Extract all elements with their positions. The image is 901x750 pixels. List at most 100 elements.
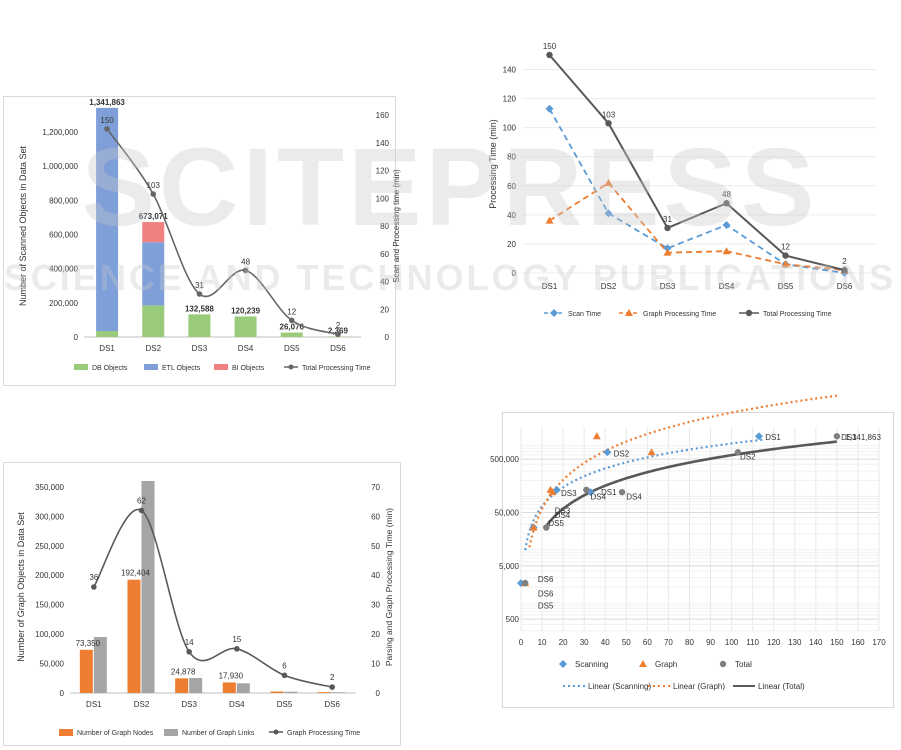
total-label: 12 (781, 243, 790, 252)
x-tick-label: 20 (559, 638, 568, 647)
bar-bi-objects (142, 222, 165, 243)
y-axis-title: Number of Scanned Objects in Data Set (18, 145, 28, 306)
y-tick-label: 5,000 (499, 562, 520, 571)
y-tick-label: 0 (60, 689, 65, 698)
line-point (722, 221, 731, 230)
y-axis-title: Processing Time (min) (488, 119, 498, 209)
line-point (664, 224, 671, 232)
legend-label: Total (735, 660, 752, 669)
y-tick-label: 200,000 (35, 571, 64, 580)
x-tick-label: 30 (580, 638, 589, 647)
y2-tick-label: 140 (376, 139, 390, 148)
point-label: DS6 (538, 575, 554, 584)
line-point (545, 216, 554, 224)
y2-tick-label: 20 (380, 305, 389, 314)
scatter-point-total (734, 449, 742, 456)
line-label: 62 (137, 496, 146, 505)
scatter-point-total (522, 579, 529, 587)
line-total-processing-time (106, 128, 339, 335)
y-tick-label: 20 (507, 240, 516, 249)
y2-tick-label: 0 (385, 333, 390, 342)
y2-tick-label: 30 (371, 601, 380, 610)
line-point (663, 248, 672, 256)
legend-swatch-marker (625, 309, 633, 316)
legend-swatch-marker (559, 660, 567, 668)
bar-total-label: 132,588 (185, 304, 214, 313)
trendline-1 (528, 394, 838, 548)
line-label: 14 (185, 638, 194, 647)
bar-number-of-graph-nodes (270, 691, 284, 693)
line-point (605, 120, 612, 127)
line-label: 36 (89, 573, 98, 582)
scatter-point-graph (548, 488, 557, 496)
scatter-point-scanning (603, 448, 612, 457)
line-graph-processing-time (549, 181, 845, 271)
y-tick-label: 50,000 (40, 660, 65, 669)
bar-total-label: 2,369 (328, 327, 349, 336)
y2-tick-label: 120 (376, 167, 390, 176)
legend-label: Scan Time (568, 311, 601, 318)
point-label: DS2 (614, 449, 630, 458)
bar-number-of-graph-links (332, 692, 346, 693)
y-tick-label: 50,000 (495, 508, 520, 517)
x-tick-label: 80 (685, 638, 694, 647)
scatter-point-total (618, 488, 626, 496)
x-tick-label: 0 (519, 638, 524, 647)
point-label: DS3 (561, 489, 577, 498)
y-tick-label: 250,000 (35, 542, 64, 551)
scatter-point-scanning (552, 485, 561, 494)
legend-swatch-marker (639, 660, 647, 667)
scatter-point-graph (647, 448, 656, 456)
chart-log-scatter: 0 10 20 30 40 50 60 70 80 90 100 110 120 130 140 150 160… (490, 394, 894, 708)
line-point (663, 244, 672, 253)
y2-tick-label: 10 (371, 660, 380, 669)
x-tick-label: 10 (538, 638, 547, 647)
point-label: DS1 (841, 433, 857, 442)
line-point (104, 126, 110, 132)
y-tick-label: 600,000 (49, 231, 78, 240)
bar-number-of-graph-links (236, 683, 250, 693)
scatter-point-scanning (754, 432, 763, 441)
chart-processing-time: 0 20 40 60 80 100 120 140 Processing Time (min) D… (483, 40, 895, 332)
x-tick-label: DS2 (601, 282, 617, 291)
legend-label: Number of Graph Nodes (77, 730, 154, 737)
x-tick-label: DS4 (229, 700, 245, 709)
legend-label: Graph Processing Time (643, 311, 716, 318)
line-point (242, 267, 249, 274)
point-label: DS4 (626, 492, 642, 501)
y2-tick-label: 80 (380, 222, 389, 231)
scatter-point-graph (529, 523, 538, 531)
x-tick-label: 150 (830, 638, 844, 647)
y-tick-label: 100,000 (35, 630, 64, 639)
x-tick-label: DS1 (542, 282, 558, 291)
legend-label: ETL Objects (162, 365, 201, 372)
total-label: 150 (543, 42, 557, 51)
scatter-point-graph (592, 432, 601, 440)
bar-total-label: 26,076 (280, 323, 305, 332)
legend-label: Total Processing Time (302, 365, 371, 372)
scatter-point-total (833, 433, 841, 440)
bar-number-of-graph-nodes (79, 649, 93, 693)
legend-swatch (214, 364, 228, 370)
y2-tick-label: 100 (376, 194, 390, 203)
y2-tick-label: 60 (380, 250, 389, 259)
legend-swatch-marker (273, 729, 279, 735)
bar-label: 24,878 (171, 667, 196, 676)
y-tick-label: 1,000,000 (42, 162, 78, 171)
point-label: DS1 (601, 488, 617, 497)
y2-tick-label: 0 (376, 689, 381, 698)
bar-number-of-graph-nodes (222, 682, 236, 693)
line-point (91, 584, 97, 590)
point-label: DS4 (590, 492, 606, 501)
line-label: 15 (232, 635, 241, 644)
legend-label: DB Objects (92, 365, 128, 372)
bar-db-objects (142, 305, 165, 337)
y2-tick-label: 70 (371, 483, 380, 492)
y-tick-label: 140 (503, 66, 517, 75)
bar-etl-objects (96, 107, 119, 332)
line-point (604, 209, 613, 218)
point-label: DS6 (538, 590, 554, 599)
x-tick-label: 50 (622, 638, 631, 647)
y-tick-label: 40 (507, 211, 516, 220)
line-scan-time (548, 108, 845, 274)
